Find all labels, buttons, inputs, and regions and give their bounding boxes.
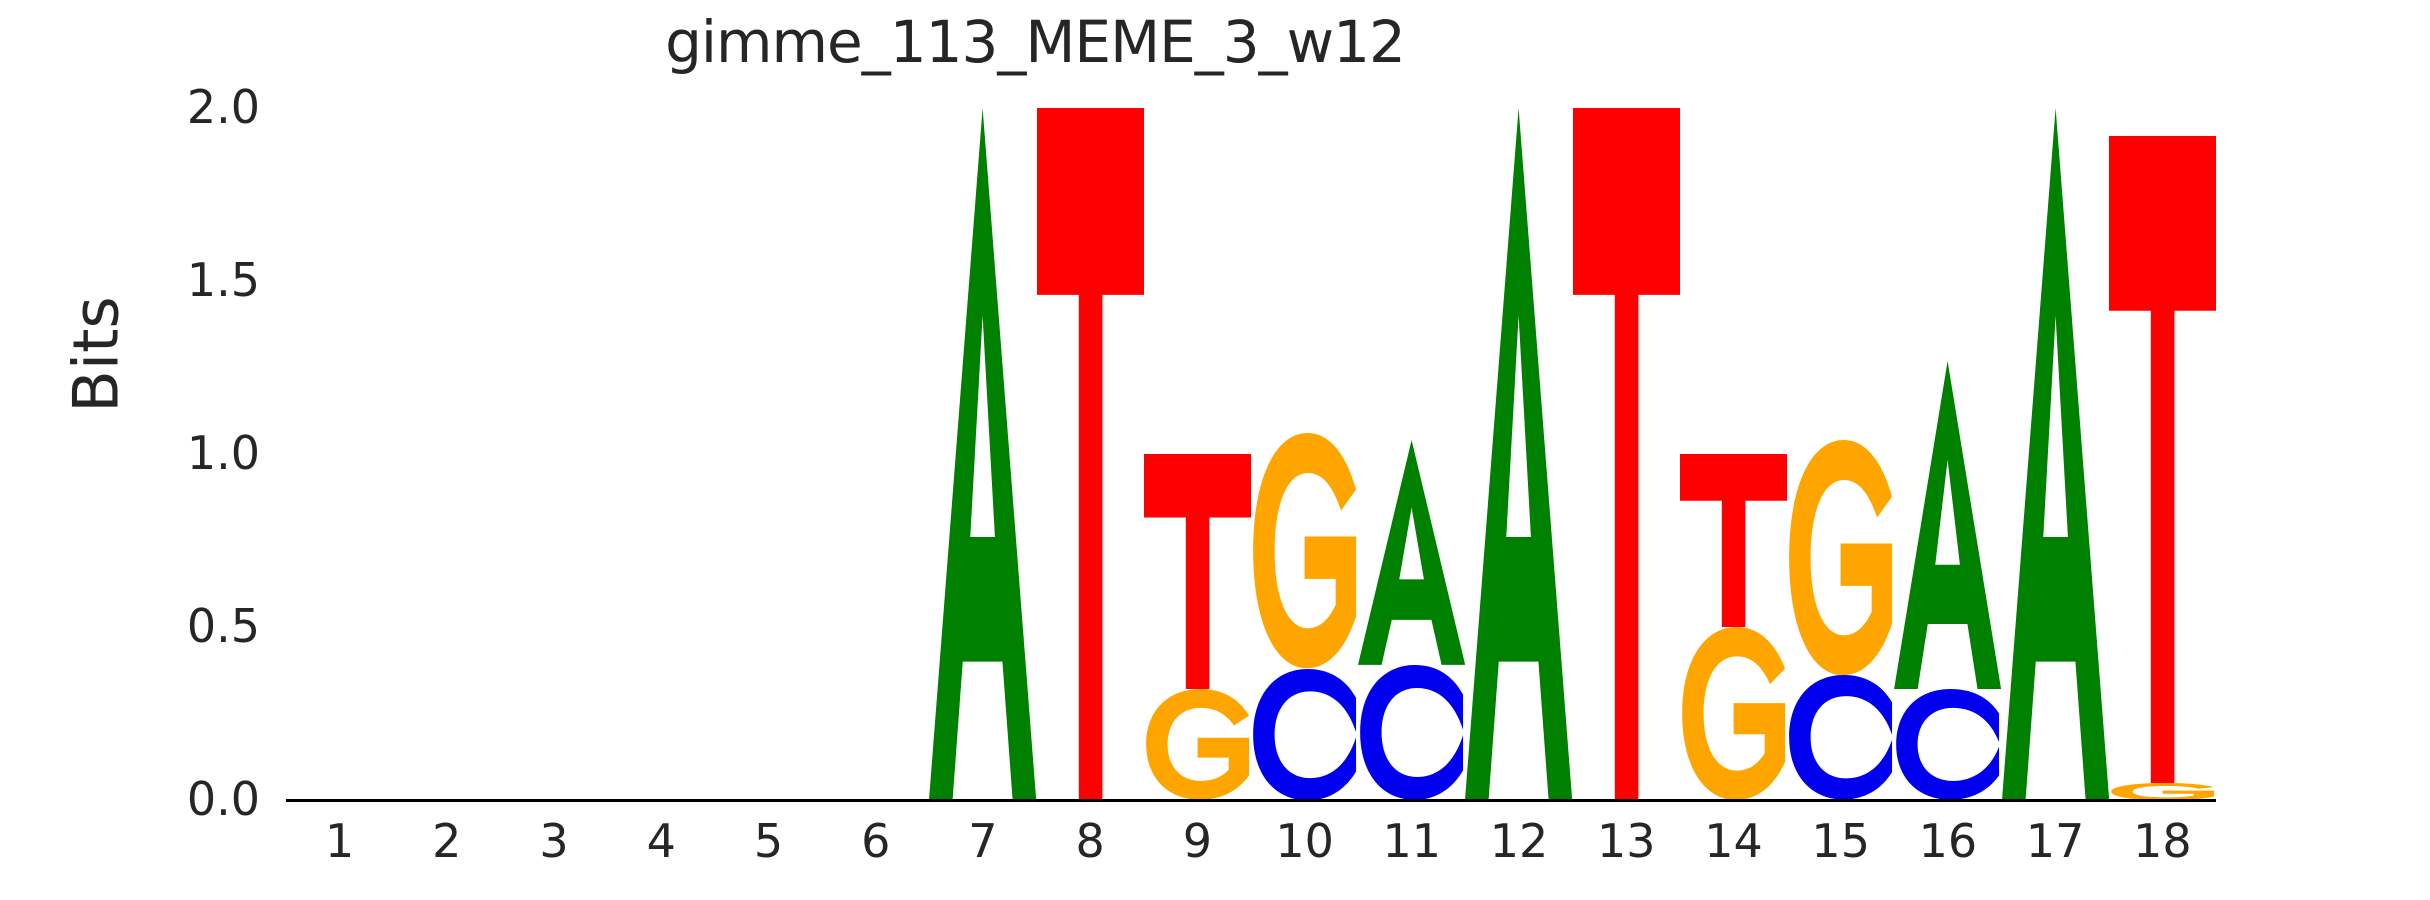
- page-title: gimme_113_MEME_3_w12: [0, 8, 2430, 76]
- logo-stack-position-5: [715, 108, 822, 800]
- x-tick-label: 6: [861, 814, 891, 868]
- logo-stack-position-1: [286, 108, 393, 800]
- logo-letter-C: [1358, 665, 1465, 800]
- logo-letter-A: [929, 108, 1037, 800]
- x-tick-label: 2: [432, 814, 462, 868]
- logo-letter-T: [1143, 454, 1251, 690]
- logo-letter-A: [2001, 108, 2109, 800]
- logo-stack-position-15: [1787, 108, 1894, 800]
- logo-stack-position-8: [1036, 108, 1144, 800]
- logo-letter-A: [1465, 108, 1573, 800]
- logo-letter-C: [1787, 675, 1894, 800]
- x-tick-label: 1: [324, 814, 355, 868]
- y-tick-label: 0.0: [186, 772, 260, 826]
- logo-stack-position-18: [2108, 108, 2216, 800]
- logo-stack-position-11: [1358, 108, 1466, 800]
- y-tick-label: 1.5: [186, 253, 260, 307]
- y-tick-label: 2.0: [186, 80, 260, 134]
- x-axis-tick-labels: 1 2 3 4 5 6 7 8 9 10 11 12 13 14 15 16 17 18: [286, 818, 2216, 888]
- logo-letter-G: [2109, 782, 2216, 800]
- logo-stack-position-6: [822, 108, 929, 800]
- x-tick-label: 8: [1075, 814, 1105, 868]
- x-tick-label: 4: [646, 814, 676, 868]
- logo-stack-position-12: [1465, 108, 1573, 800]
- logo-stack-position-14: [1679, 108, 1788, 800]
- x-tick-label: 5: [753, 814, 784, 868]
- logo-stack-position-2: [393, 108, 500, 800]
- y-tick-label: 0.5: [186, 599, 260, 653]
- logo-stack-position-4: [608, 108, 715, 800]
- x-tick-label: 11: [1382, 814, 1442, 868]
- x-tick-label: 9: [1182, 814, 1212, 868]
- x-tick-label: 7: [968, 814, 998, 868]
- logo-letter-G: [1680, 627, 1787, 800]
- logo-letter-C: [1894, 689, 2001, 800]
- logo-stack-position-9: [1143, 108, 1251, 800]
- x-tick-label: 18: [2133, 814, 2192, 868]
- logo-stack-position-3: [500, 108, 607, 800]
- x-tick-label: 10: [1275, 814, 1334, 868]
- x-tick-label: 16: [1918, 814, 1978, 868]
- logo-letter-T: [1679, 454, 1788, 627]
- y-axis-tick-labels: 0.0 0.5 1.0 1.5 2.0: [120, 0, 260, 900]
- logo-stack-position-17: [2001, 108, 2109, 800]
- x-tick-label: 13: [1596, 814, 1656, 868]
- y-tick-label: 1.0: [186, 426, 260, 480]
- logo-letter-T: [2108, 135, 2216, 783]
- logo-letter-C: [1251, 668, 1358, 800]
- logo-stack-position-7: [929, 108, 1037, 800]
- logo-stack-position-10: [1251, 108, 1358, 800]
- x-tick-label: 12: [1489, 814, 1549, 868]
- logo-stack-position-16: [1894, 108, 2002, 800]
- logo-letter-T: [1036, 108, 1144, 800]
- logo-letter-A: [1358, 440, 1466, 666]
- logo-letter-G: [1787, 440, 1894, 676]
- logo-letter-G: [1251, 433, 1358, 669]
- logo-letter-G: [1144, 689, 1251, 800]
- logo-letter-T: [1572, 108, 1680, 800]
- x-tick-label: 14: [1704, 814, 1763, 868]
- plot-area: [286, 108, 2216, 800]
- x-tick-label: 15: [1811, 814, 1870, 868]
- logo-stack-position-13: [1572, 108, 1680, 800]
- x-tick-label: 3: [539, 814, 569, 868]
- chart-title-text: gimme_113_MEME_3_w12: [665, 8, 1406, 76]
- x-tick-label: 17: [2025, 814, 2085, 868]
- logo-letter-A: [1894, 360, 2002, 690]
- x-axis-baseline: [286, 799, 2216, 802]
